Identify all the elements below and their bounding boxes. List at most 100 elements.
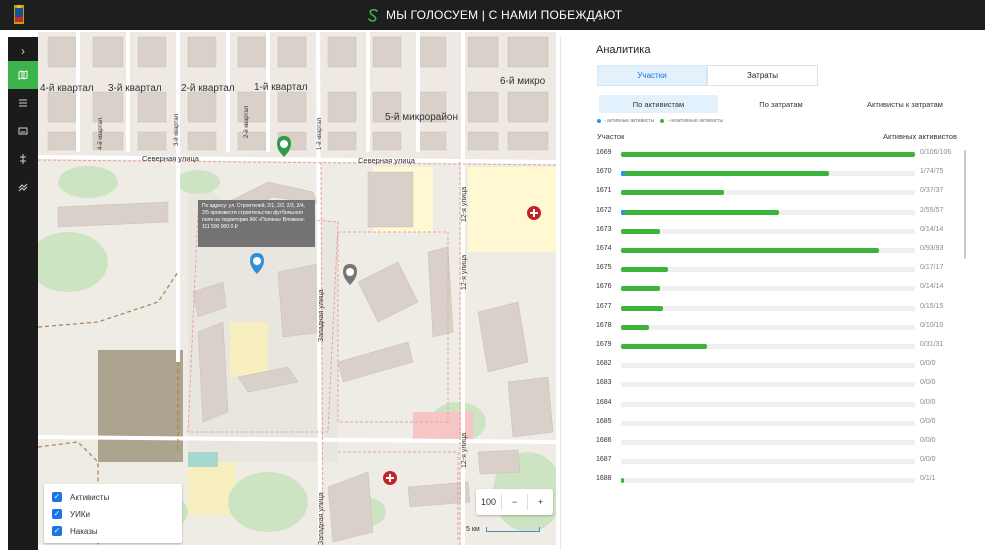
table-row[interactable]: 1673 0/14/14 xyxy=(561,221,981,240)
column-header-active: Активных активистов xyxy=(883,132,957,141)
chevron-right-icon[interactable]: › xyxy=(21,44,25,58)
marker-activist-green[interactable] xyxy=(277,136,291,157)
table-row[interactable]: 1687 0/0/0 xyxy=(561,451,981,470)
row-section-id: 1669 xyxy=(596,149,612,156)
row-value: 0/31/31 xyxy=(920,341,944,348)
map-icon[interactable] xyxy=(8,61,38,89)
map-label-q3: 3-й квартал xyxy=(108,83,162,94)
row-section-id: 1687 xyxy=(596,456,612,464)
subtab-by-activists[interactable]: По активистам xyxy=(599,95,718,113)
table-row[interactable]: 1672 2/55/57 xyxy=(561,202,981,221)
table-row[interactable]: 1670 1/74/75 xyxy=(561,163,981,182)
checkbox-uik[interactable]: ✓ xyxy=(52,509,62,519)
table-row[interactable]: 1678 0/10/10 xyxy=(561,317,981,336)
row-bar-track xyxy=(621,459,915,465)
table-row[interactable]: 1671 0/37/37 xyxy=(561,182,981,201)
row-bar-track xyxy=(621,228,915,234)
city-emblem-icon xyxy=(14,5,24,24)
row-section-id: 1672 xyxy=(596,206,612,214)
row-bar-fill xyxy=(621,190,724,196)
layer-orders-label: Наказы xyxy=(70,526,98,536)
table-row[interactable]: 1674 0/93/93 xyxy=(561,240,981,259)
map-label-12b: 12-я улица xyxy=(461,255,468,290)
row-value: 2/55/57 xyxy=(920,206,944,214)
row-section-id: 1686 xyxy=(596,437,612,444)
row-section-id: 1677 xyxy=(596,302,612,310)
row-bar-fill xyxy=(621,324,649,330)
marker-uik-grey[interactable] xyxy=(343,264,357,285)
map-label-q6: 6-й микро xyxy=(500,76,546,87)
legend-dot-active xyxy=(597,119,601,123)
table-row[interactable]: 1683 0/0/0 xyxy=(561,374,981,393)
row-bar-track xyxy=(621,305,915,311)
map-view[interactable]: 4-й квартал 3-й квартал 2-й квартал 1-й … xyxy=(38,32,556,545)
layer-activists[interactable]: ✓ Активисты xyxy=(52,490,109,504)
map-canvas[interactable]: 4-й квартал 3-й квартал 2-й квартал 1-й … xyxy=(38,32,556,545)
table-row[interactable]: 1677 0/15/15 xyxy=(561,298,981,317)
marker-order-red[interactable] xyxy=(527,206,541,220)
tab-costs[interactable]: Затраты xyxy=(707,65,818,86)
subtab-activists-to-costs[interactable]: Активисты к затратам xyxy=(867,99,943,109)
row-section-id: 1682 xyxy=(596,360,612,368)
zoom-level: 100 xyxy=(480,497,497,507)
map-label-north2: Северная улица xyxy=(358,156,416,165)
row-section-id: 1673 xyxy=(596,225,612,233)
app-title: МЫ ГОЛОСУЕМ | С НАМИ ПОБЕЖДАЮТ xyxy=(368,0,622,30)
legend-inactive-label: - неактивные активисты xyxy=(667,118,724,124)
tab-sections[interactable]: Участки xyxy=(597,65,707,86)
list-icon[interactable] xyxy=(8,89,38,117)
row-bar-active xyxy=(621,171,625,177)
row-value: 1/74/75 xyxy=(920,168,944,176)
row-bar-active xyxy=(621,209,625,215)
table-row[interactable]: 1675 0/17/17 xyxy=(561,259,981,278)
checkbox-orders[interactable]: ✓ xyxy=(52,526,62,536)
row-value: 0/0/0 xyxy=(920,437,936,444)
row-bar-fill xyxy=(621,305,663,311)
scrollbar[interactable] xyxy=(964,150,966,259)
row-bar-track xyxy=(621,382,915,388)
row-value: 0/37/37 xyxy=(920,187,944,195)
routes-icon[interactable] xyxy=(8,145,38,173)
row-section-id: 1685 xyxy=(596,417,612,425)
zoom-divider xyxy=(501,494,502,510)
row-value: 0/1/1 xyxy=(920,475,936,483)
zoom-in-button[interactable]: + xyxy=(537,497,544,507)
map-label-q5: 5-й микрорайон xyxy=(385,112,458,123)
map-label-q1: 1-й квартал xyxy=(254,82,308,93)
table-row[interactable]: 1679 0/31/31 xyxy=(561,336,981,355)
row-value: 0/14/14 xyxy=(920,283,944,291)
layer-orders[interactable]: ✓ Наказы xyxy=(52,524,98,538)
table-row[interactable]: 1676 0/14/14 xyxy=(561,278,981,297)
row-bar-fill xyxy=(621,248,879,253)
marker-activist-blue[interactable] xyxy=(250,253,264,274)
map-label-q2v: 2-й квартал xyxy=(243,105,250,138)
table-row[interactable]: 1682 0/0/0 xyxy=(561,355,981,374)
zoom-control: 100 − + xyxy=(476,489,553,515)
checkbox-activists[interactable]: ✓ xyxy=(52,492,62,502)
row-value: 0/0/0 xyxy=(920,360,936,368)
row-bar-track xyxy=(621,478,915,484)
row-bar-track xyxy=(621,420,915,426)
chart-legend: - активные активисты - неактивные активи… xyxy=(597,118,723,124)
card-icon[interactable] xyxy=(8,117,38,145)
row-section-id: 1684 xyxy=(596,398,612,406)
analytics-icon[interactable] xyxy=(8,173,38,201)
marker-order-red[interactable] xyxy=(383,471,397,485)
legend-active-label: - активные активисты xyxy=(604,118,655,124)
section-list[interactable]: 1669 0/106/106 1670 1/74/75 1671 0/37/37 1672 2… xyxy=(561,144,981,499)
zoom-out-button[interactable]: − xyxy=(511,497,518,507)
layer-uik[interactable]: ✓ УИКи xyxy=(52,507,90,521)
table-row[interactable]: 1669 0/106/106 xyxy=(561,144,981,163)
row-bar-track xyxy=(621,324,915,330)
subtab-by-costs[interactable]: По затратам xyxy=(759,99,803,109)
map-label-12a: 12-я улица xyxy=(461,187,468,222)
more-vert-icon[interactable]: ⋮ xyxy=(594,8,606,22)
row-bar-fill xyxy=(621,286,660,292)
table-row[interactable]: 1684 0/0/0 xyxy=(561,394,981,413)
table-row[interactable]: 1685 0/0/0 xyxy=(561,413,981,432)
row-bar-fill xyxy=(621,171,830,177)
table-row[interactable]: 1686 0/0/0 xyxy=(561,432,981,451)
layer-toggle-panel: ✓ Активисты ✓ УИКи ✓ Наказы xyxy=(44,484,182,543)
row-value: 0/0/0 xyxy=(920,398,936,406)
table-row[interactable]: 1688 0/1/1 xyxy=(561,470,981,489)
